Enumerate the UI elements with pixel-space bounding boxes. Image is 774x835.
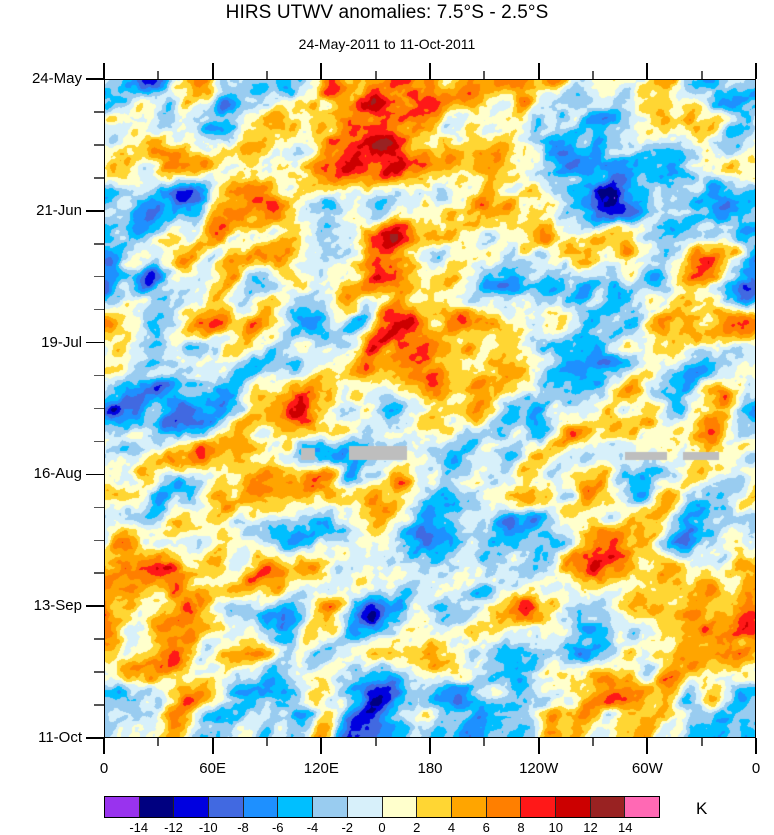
colorbar-tick-label: -10 (198, 820, 218, 835)
anomaly-field-canvas (105, 80, 755, 737)
x-axis-minor-tick (374, 71, 377, 79)
x-axis-tick-label: 0 (751, 760, 761, 777)
page-title: HIRS UTWV anomalies: 7.5°S - 2.5°S (225, 2, 549, 23)
x-axis-tick-label: 120E (303, 760, 339, 777)
colorbar-tick-label: 14 (618, 820, 633, 835)
x-axis-minor-tick (483, 71, 486, 79)
y-axis-tick-label: 13-Sep (33, 597, 82, 615)
y-axis-tick-label: 21-Jun (36, 201, 82, 219)
y-axis-minor-tick (94, 506, 104, 509)
x-axis-minor-tick (700, 71, 703, 79)
colorbar-swatch (174, 797, 210, 817)
y-axis-minor-tick (94, 638, 104, 640)
colorbar-tick-label: -12 (164, 820, 183, 835)
y-axis-minor-tick (94, 308, 104, 311)
chart-subtitle: 24-May-2011 to 11-Oct-2011 (298, 36, 476, 52)
colorbar-swatch (555, 797, 591, 817)
colorbar-tick-label: 8 (517, 820, 525, 835)
colorbar-tick-label: -6 (271, 820, 284, 835)
x-axis-major-tick (211, 738, 214, 754)
x-axis-tick-label: 60W (631, 760, 663, 777)
y-axis-minor-tick (94, 242, 104, 245)
hovmoller-plot-area (104, 79, 756, 738)
y-axis-major-tick (86, 605, 104, 607)
y-axis-minor-tick (94, 407, 104, 410)
colorbar-swatch (347, 797, 383, 817)
colorbar-tick-label: 12 (583, 820, 598, 835)
x-axis-major-tick (755, 738, 757, 754)
colorbar-tick-label: -14 (129, 820, 149, 835)
y-axis-minor-tick (94, 671, 104, 673)
x-axis-major-tick (537, 738, 540, 754)
y-axis-minor-tick (94, 275, 104, 278)
x-axis-major-tick (211, 63, 214, 79)
x-axis-minor-tick (483, 738, 486, 746)
colorbar-tick-label: 0 (378, 820, 386, 835)
x-axis-minor-tick (592, 738, 594, 746)
colorbar-swatch (105, 797, 140, 817)
x-axis-minor-tick (374, 738, 377, 746)
y-axis-tick-label: 24-May (31, 70, 82, 87)
colorbar-swatch (278, 797, 314, 817)
x-axis-minor-tick (266, 738, 268, 746)
colorbar-tick-label: 4 (447, 820, 456, 835)
y-axis-major-tick (86, 473, 104, 476)
colorbar-swatch (590, 797, 626, 817)
y-axis-minor-tick (94, 440, 104, 443)
y-axis-minor-tick (94, 704, 104, 706)
x-axis-major-tick (646, 738, 649, 754)
y-axis-minor-tick (94, 111, 104, 113)
colorbar-swatch (486, 797, 522, 817)
x-axis-major-tick (646, 63, 649, 79)
x-axis-minor-tick (592, 71, 594, 79)
x-axis-major-tick (103, 63, 105, 79)
y-axis-major-tick (86, 78, 104, 80)
x-axis-minor-tick (157, 738, 160, 746)
colorbar-tick-label: 6 (482, 820, 490, 835)
colorbar-swatch (625, 797, 659, 817)
x-axis-minor-tick (266, 71, 268, 79)
colorbar-tick-label: 10 (548, 820, 563, 835)
y-axis-minor-tick (94, 374, 104, 377)
colorbar-swatch (417, 797, 452, 817)
y-axis-tick-label: 16-Aug (33, 465, 82, 483)
colorbar-swatch (243, 797, 279, 817)
x-axis-tick-label: 60E (199, 760, 227, 777)
colorbar-tick-label: -4 (306, 820, 319, 835)
colorbar (104, 796, 660, 818)
colorbar-swatch (521, 797, 556, 817)
colorbar-swatch (313, 797, 348, 817)
x-axis-major-tick (103, 738, 105, 754)
y-axis-major-tick (86, 210, 104, 212)
colorbar-swatch (451, 797, 487, 817)
y-axis-minor-tick (94, 539, 104, 542)
x-axis-minor-tick (157, 71, 160, 79)
x-axis-tick-label: 180 (417, 760, 443, 777)
x-axis-major-tick (320, 738, 323, 754)
colorbar-swatch (139, 797, 175, 817)
y-axis-major-tick (86, 737, 104, 739)
colorbar-swatch (209, 797, 244, 817)
colorbar-swatch (382, 797, 418, 817)
y-axis-tick-label: 19-Jul (41, 333, 82, 351)
colorbar-tick-label: -2 (341, 820, 354, 835)
x-axis-major-tick (755, 63, 757, 79)
x-axis-minor-tick (700, 738, 703, 746)
x-axis-major-tick (429, 738, 431, 754)
x-axis-tick-label: 120W (519, 760, 559, 777)
y-axis-minor-tick (94, 572, 104, 575)
colorbar-unit-label: K (696, 799, 708, 818)
y-axis-major-tick (86, 341, 104, 344)
colorbar-tick-label: 2 (413, 820, 421, 835)
colorbar-tick-label: -8 (237, 820, 249, 835)
x-axis-major-tick (320, 63, 323, 79)
y-axis-minor-tick (94, 144, 104, 146)
x-axis-major-tick (537, 63, 540, 79)
x-axis-major-tick (429, 63, 431, 79)
y-axis-tick-label: 11-Oct (38, 729, 82, 746)
y-axis-minor-tick (94, 177, 104, 179)
x-axis-tick-label: 0 (99, 760, 109, 777)
